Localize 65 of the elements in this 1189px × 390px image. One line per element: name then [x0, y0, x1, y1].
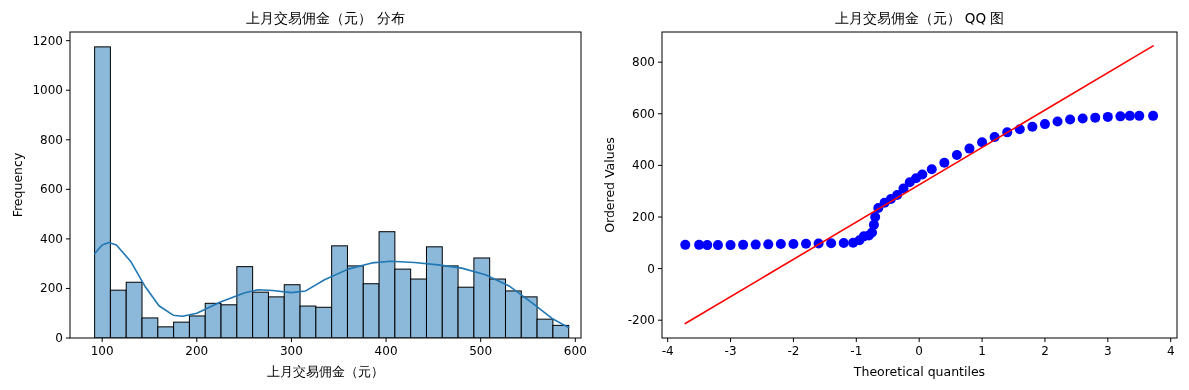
y-tick-label: 600	[632, 106, 655, 121]
point	[838, 238, 849, 249]
point	[775, 239, 786, 250]
x-tick-label: -2	[787, 344, 800, 358]
point	[1077, 113, 1088, 124]
y-tick-label: 600	[40, 182, 63, 197]
y-axis-title: Frequency	[10, 152, 25, 218]
point	[1148, 110, 1159, 121]
point	[1052, 116, 1063, 127]
y-tick-label: 0	[647, 261, 655, 276]
point	[1134, 110, 1145, 121]
x-tick-label: 600	[563, 344, 587, 358]
y-tick-label: 200	[40, 281, 63, 296]
chart-title: 上月交易佣金（元） QQ 图	[834, 10, 1005, 26]
y-tick-label: 800	[632, 55, 655, 70]
point	[926, 164, 937, 175]
x-tick-label: 300	[279, 344, 303, 358]
point	[826, 238, 837, 249]
point	[702, 240, 713, 251]
point	[939, 157, 950, 168]
y-tick-label: 400	[40, 231, 63, 246]
point	[1102, 111, 1113, 122]
x-tick-label: 500	[469, 344, 493, 358]
x-tick-label: 4	[1166, 344, 1175, 358]
point	[801, 238, 811, 249]
x-tick-label: 0	[915, 344, 924, 358]
y-tick-label: 1200	[32, 33, 63, 48]
x-tick-label: -3	[724, 344, 737, 358]
point	[951, 150, 962, 161]
chart-title: 上月交易佣金（元） 分布	[246, 10, 405, 26]
x-tick-label: 1	[978, 344, 986, 358]
x-tick-label: 200	[185, 344, 209, 358]
point	[1090, 112, 1101, 123]
point	[788, 239, 799, 250]
x-tick-label: 400	[374, 344, 398, 358]
y-tick-label: -200	[627, 313, 655, 328]
point	[738, 239, 749, 250]
point	[977, 137, 988, 148]
y-axis-title: Ordered Values	[602, 137, 617, 233]
point	[712, 240, 723, 251]
x-axis-title: Theoretical quantiles	[852, 364, 986, 379]
point	[680, 239, 691, 250]
y-tick-label: 800	[40, 132, 63, 147]
point	[1027, 121, 1038, 132]
point	[1115, 111, 1126, 122]
x-axis-title: 上月交易佣金（元）	[267, 364, 384, 379]
x-tick-label: -4	[661, 344, 674, 358]
y-tick-label: 200	[632, 209, 655, 224]
point	[1065, 114, 1076, 125]
point	[870, 211, 881, 222]
y-tick-label: 1000	[32, 83, 63, 98]
point	[763, 239, 774, 250]
x-tick-label: 100	[90, 344, 114, 358]
point	[1039, 119, 1050, 130]
point	[1124, 110, 1135, 121]
y-tick-label: 0	[55, 331, 63, 345]
point	[694, 239, 705, 250]
x-tick-label: 3	[1104, 344, 1112, 358]
point	[725, 240, 736, 251]
point	[964, 143, 975, 154]
point	[750, 239, 761, 250]
point	[917, 169, 928, 180]
x-tick-label: 2	[1041, 344, 1049, 358]
y-tick-label: 400	[632, 158, 655, 173]
x-tick-label: -1	[850, 344, 863, 358]
